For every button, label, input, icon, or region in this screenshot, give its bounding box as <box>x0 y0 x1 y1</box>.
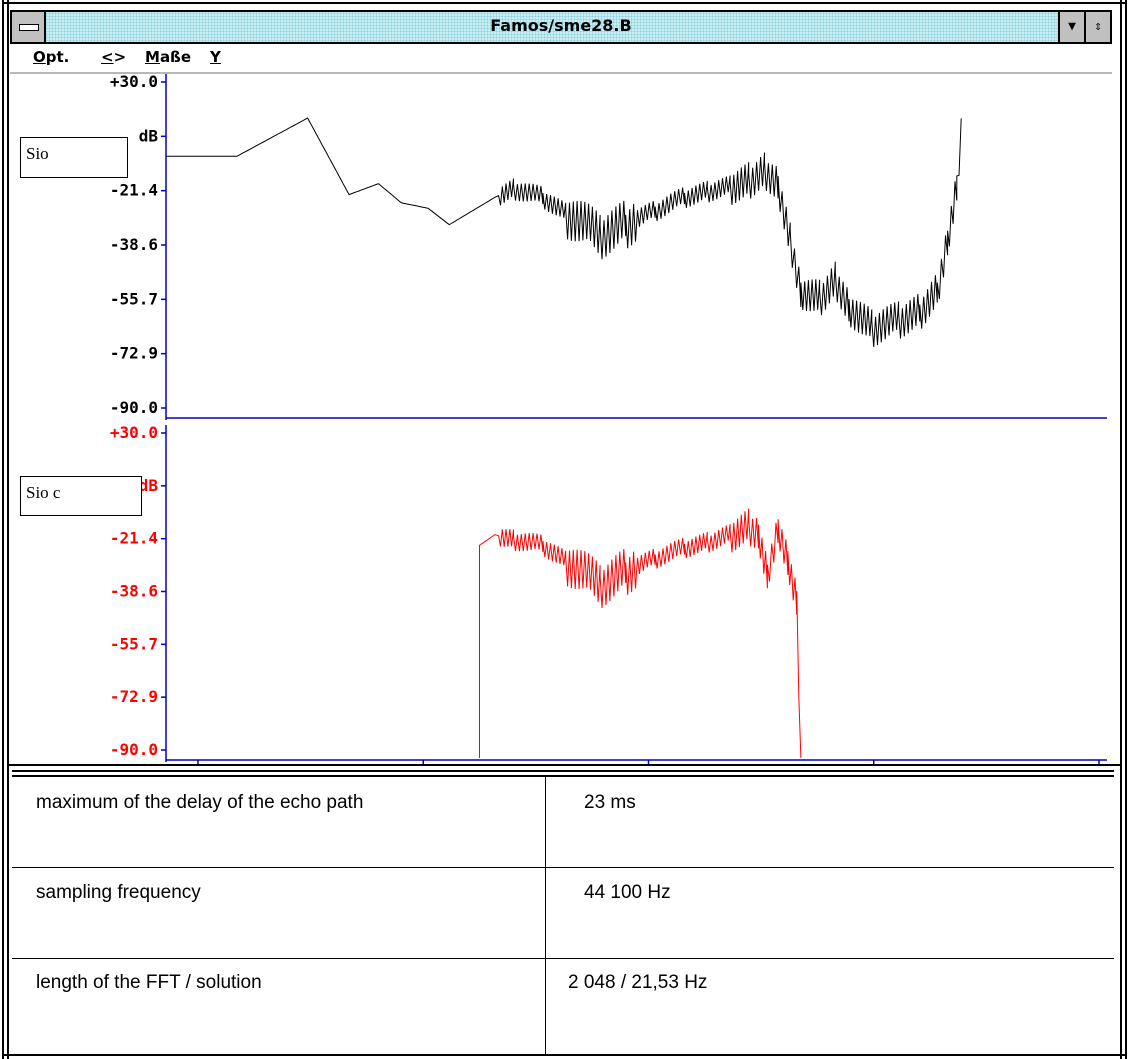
table-column-divider <box>545 777 546 1054</box>
minimize-button[interactable]: ▼ <box>1058 12 1084 42</box>
spectrum-plot: +30.0 dB -21.4 -38.6 -55.7 -72.9 -90.0 +30.0 dB -… <box>110 72 1107 766</box>
y-tick-label: -72.9 <box>110 344 158 363</box>
menu-y[interactable]: Y <box>210 48 221 66</box>
plot-bottom-border <box>8 764 1122 766</box>
series-line <box>166 117 962 348</box>
restore-button[interactable]: ⇕ <box>1084 12 1110 42</box>
menu-masse[interactable]: Maße <box>145 48 192 66</box>
title-bar[interactable]: Famos/sme28.B ▼ ⇕ <box>10 10 1112 44</box>
y-tick-label: -21.4 <box>110 529 158 548</box>
y-tick-label: +30.0 <box>110 423 158 442</box>
y-tick-label: -55.7 <box>110 634 158 653</box>
y-tick-label: -38.6 <box>110 235 158 254</box>
window-title: Famos/sme28.B <box>490 16 632 35</box>
y-tick-label: -90.0 <box>110 398 158 417</box>
arrow-down-icon: ▼ <box>1068 19 1076 34</box>
y-tick-label: -55.7 <box>110 289 158 308</box>
y-tick-label: +30.0 <box>110 72 158 91</box>
frame-border-left-inner <box>7 0 9 1059</box>
arrow-updown-icon: ⇕ <box>1094 19 1102 34</box>
table-border-top <box>12 770 1114 772</box>
y-tick-label: -38.6 <box>110 582 158 601</box>
system-menu-icon <box>19 24 39 31</box>
row-value: 2 048 / 21,53 Hz <box>568 972 708 993</box>
menu-opt[interactable]: Opt. <box>33 48 70 66</box>
frame-border-top <box>2 2 1127 4</box>
menu-shift[interactable]: <> <box>101 48 127 66</box>
y-tick-label: dB <box>139 476 159 495</box>
y-tick-label: -90.0 <box>110 740 158 759</box>
table-row-divider <box>12 867 1114 868</box>
series-line <box>479 508 802 759</box>
row-value: 23 ms <box>584 792 636 813</box>
y-tick-label: -72.9 <box>110 687 158 706</box>
system-menu-button[interactable] <box>12 12 46 42</box>
table-border-top-inner <box>12 775 1114 777</box>
row-label: maximum of the delay of the echo path <box>36 792 364 813</box>
frame-border-left <box>2 0 4 1059</box>
row-value: 44 100 Hz <box>584 882 671 903</box>
row-label: sampling frequency <box>36 882 201 903</box>
frame-border-bottom <box>2 1054 1127 1056</box>
channel-label-top: Sio <box>20 137 128 178</box>
y-tick-label: dB <box>139 126 159 145</box>
channel-label-bottom: Sio c <box>20 476 142 516</box>
row-label: length of the FFT / solution <box>36 972 262 993</box>
frame-border-right <box>1125 0 1127 1059</box>
menu-bar: Opt. <> Maße Y <box>10 44 1112 74</box>
table-row-divider <box>12 958 1114 959</box>
frame-border-right-inner <box>1120 0 1122 1059</box>
y-tick-label: -21.4 <box>110 181 158 200</box>
